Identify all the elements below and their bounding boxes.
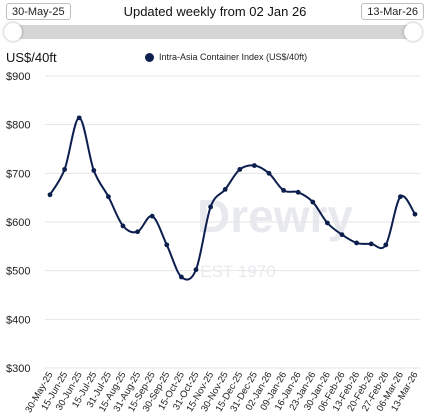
y-tick-label: $600: [6, 217, 30, 229]
y-tick-label: $400: [6, 314, 30, 326]
slider-start-handle[interactable]: [4, 23, 22, 41]
data-point[interactable]: [222, 186, 228, 192]
y-tick-label: $700: [6, 168, 30, 180]
y-tick-label: $900: [6, 71, 30, 83]
data-point[interactable]: [120, 223, 126, 229]
date-range-slider[interactable]: [8, 25, 412, 39]
data-point[interactable]: [339, 232, 345, 238]
data-point[interactable]: [281, 187, 286, 193]
data-point[interactable]: [91, 168, 97, 173]
range-end-label[interactable]: 13-Mar-26: [361, 3, 424, 20]
data-point[interactable]: [193, 267, 199, 273]
data-point[interactable]: [237, 167, 243, 172]
legend-label: Intra-Asia Container Index (US$/40ft): [159, 52, 308, 62]
data-point[interactable]: [179, 274, 184, 280]
data-point[interactable]: [252, 163, 257, 168]
data-point[interactable]: [47, 192, 53, 198]
data-point[interactable]: [383, 242, 389, 248]
slider-end-handle[interactable]: [404, 23, 422, 41]
drewry-watermark: Drewry EST 1970: [197, 190, 353, 281]
y-tick-label: $800: [6, 120, 30, 132]
legend[interactable]: Intra-Asia Container Index (US$/40ft): [145, 52, 307, 62]
update-note: Updated weekly from 02 Jan 26: [123, 4, 307, 19]
data-point[interactable]: [295, 189, 301, 195]
data-point[interactable]: [106, 194, 111, 200]
watermark-est: EST 1970: [200, 262, 275, 281]
data-point[interactable]: [354, 240, 359, 246]
data-point[interactable]: [266, 170, 272, 176]
data-point[interactable]: [412, 211, 418, 217]
data-point[interactable]: [368, 241, 374, 247]
data-point[interactable]: [325, 220, 330, 226]
legend-marker: [145, 52, 154, 62]
data-point[interactable]: [149, 213, 155, 219]
data-point[interactable]: [76, 115, 82, 121]
y-tick-label: $500: [6, 266, 30, 278]
data-point[interactable]: [208, 204, 214, 210]
watermark-brand: Drewry: [197, 190, 353, 242]
data-point[interactable]: [135, 229, 141, 235]
y-axis-unit-label: US$/40ft: [6, 50, 57, 65]
range-start-label[interactable]: 30-May-25: [6, 3, 71, 20]
y-tick-label: $300: [6, 363, 30, 375]
data-point[interactable]: [310, 199, 316, 205]
data-point[interactable]: [62, 167, 67, 172]
data-point[interactable]: [164, 242, 170, 248]
data-point[interactable]: [398, 194, 403, 200]
